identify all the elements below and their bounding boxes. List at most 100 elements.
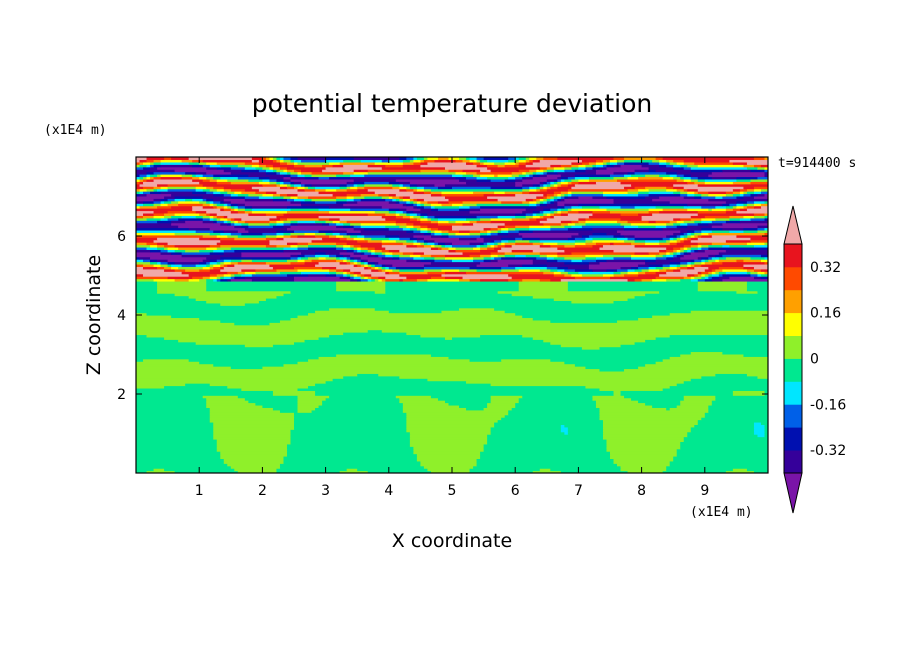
contour-cell xyxy=(332,229,348,233)
contour-cell xyxy=(592,268,608,272)
contour-cell xyxy=(279,217,288,221)
contour-cell xyxy=(301,251,316,255)
contour-cell xyxy=(153,159,162,163)
contour-cell xyxy=(673,458,768,462)
contour-cell xyxy=(286,259,299,263)
contour-cell xyxy=(367,249,372,253)
contour-cell xyxy=(546,183,551,187)
contour-cell xyxy=(360,273,365,277)
contour-cell xyxy=(283,176,292,180)
contour-cell xyxy=(539,174,548,178)
contour-cell xyxy=(388,227,404,231)
contour-cell xyxy=(602,161,608,165)
contour-cell xyxy=(532,215,541,219)
contour-cell xyxy=(550,358,664,362)
contour-cell xyxy=(294,164,306,168)
contour-cell xyxy=(136,203,144,207)
contour-cell xyxy=(546,263,590,267)
contour-cell xyxy=(406,429,492,433)
contour-cell xyxy=(585,242,597,246)
contour-cell xyxy=(606,161,611,165)
contour-cell xyxy=(136,181,141,185)
contour-cell xyxy=(339,220,348,224)
contour-cell xyxy=(694,276,702,280)
contour-cell xyxy=(336,188,348,192)
contour-cell xyxy=(466,161,474,165)
contour-cell xyxy=(515,215,527,219)
contour-cell xyxy=(659,268,667,272)
contour-cell xyxy=(564,205,572,209)
contour-cell xyxy=(750,271,759,275)
contour-cell xyxy=(494,256,502,260)
contour-cell xyxy=(532,198,537,202)
contour-cell xyxy=(406,414,506,418)
contour-cell xyxy=(430,261,481,265)
contour-cell xyxy=(136,407,211,411)
contour-cell xyxy=(171,157,190,161)
contour-cell xyxy=(139,159,148,163)
contour-cell xyxy=(490,178,506,182)
contour-cell xyxy=(746,161,768,165)
contour-cell xyxy=(750,273,759,277)
contour-cell xyxy=(136,259,144,263)
contour-cell xyxy=(708,266,720,270)
contour-cell xyxy=(525,215,534,219)
contour-cell xyxy=(371,237,390,241)
contour-cell xyxy=(416,239,425,243)
contour-cell xyxy=(483,242,488,246)
contour-cell xyxy=(406,424,495,428)
contour-cell xyxy=(136,448,218,452)
contour-cell xyxy=(680,353,745,357)
contour-cell xyxy=(146,217,162,221)
contour-cell xyxy=(237,203,246,207)
contour-cell xyxy=(136,353,337,357)
contour-cell xyxy=(315,392,615,396)
contour-cell xyxy=(539,198,544,202)
contour-cell xyxy=(136,334,148,338)
contour-cell xyxy=(283,234,292,238)
contour-cell xyxy=(213,266,221,270)
contour-cell xyxy=(469,210,523,214)
contour-cell xyxy=(504,222,544,226)
contour-cell xyxy=(501,239,509,243)
contour-cell xyxy=(539,244,551,248)
contour-cell xyxy=(610,210,650,214)
contour-cell xyxy=(592,237,618,241)
contour-cell xyxy=(567,188,629,192)
contour-cell xyxy=(687,431,755,435)
contour-cell xyxy=(595,242,611,246)
contour-cell xyxy=(339,217,386,221)
contour-cell xyxy=(722,203,730,207)
contour-cell xyxy=(760,276,768,280)
contour-cell xyxy=(539,166,548,170)
contour-cell xyxy=(532,242,544,246)
contour-cell xyxy=(301,203,344,207)
contour-cell xyxy=(339,161,376,165)
contour-cell xyxy=(248,222,271,226)
contour-cell xyxy=(437,397,492,401)
contour-cell xyxy=(241,259,253,263)
contour-cell xyxy=(620,212,639,216)
contour-cell xyxy=(185,220,204,224)
colorbar-extend-min xyxy=(783,472,803,514)
contour-cell xyxy=(571,208,608,212)
contour-cell xyxy=(718,271,727,275)
contour-cell xyxy=(427,378,692,382)
contour-cell xyxy=(136,402,207,406)
contour-cell xyxy=(297,246,309,250)
contour-cell xyxy=(223,261,232,265)
contour-cell xyxy=(185,171,197,175)
contour-cell xyxy=(367,254,376,258)
contour-cell xyxy=(185,249,200,253)
contour-cell xyxy=(543,183,548,187)
contour-cell xyxy=(437,227,453,231)
contour-cell xyxy=(188,278,200,282)
contour-cell xyxy=(515,193,544,197)
contour-cell xyxy=(571,166,579,170)
contour-cell xyxy=(701,375,759,379)
contour-cell xyxy=(378,278,383,282)
contour-cell xyxy=(687,181,695,185)
contour-cell xyxy=(746,373,768,377)
contour-cell xyxy=(739,217,752,221)
contour-cell xyxy=(743,164,755,168)
